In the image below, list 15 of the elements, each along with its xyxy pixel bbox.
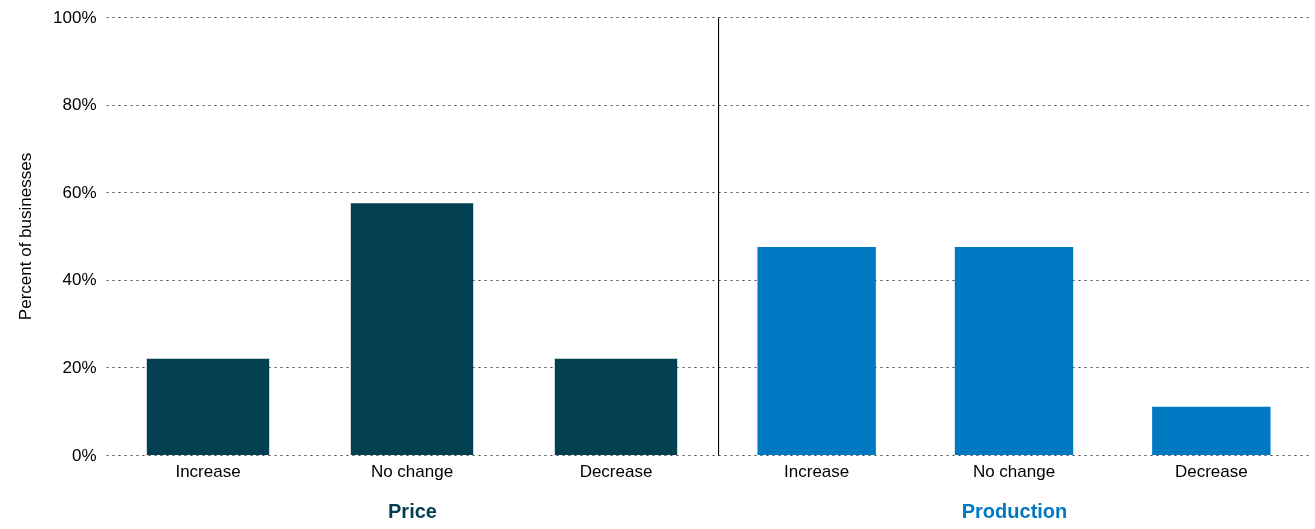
x-tick-label: Decrease (1174, 461, 1248, 481)
y-tick-label: 80% (62, 95, 97, 115)
y-axis-title: Percent of businesses (16, 152, 36, 321)
x-axis-title: Price (388, 499, 437, 522)
x-tick-label: Increase (784, 461, 850, 481)
y-tick-label: 0% (71, 445, 97, 465)
x-tick-label: Increase (175, 461, 241, 481)
x-tick-label: No change (972, 461, 1056, 481)
y-tick-label: 60% (62, 182, 97, 202)
x-axis-title: Production (961, 499, 1068, 522)
y-tick-label: 20% (62, 357, 97, 377)
x-tick-label: Decrease (579, 461, 653, 481)
x-tick-label: No change (370, 461, 454, 481)
y-tick-label: 100% (53, 7, 97, 27)
y-tick-label: 40% (62, 270, 97, 290)
